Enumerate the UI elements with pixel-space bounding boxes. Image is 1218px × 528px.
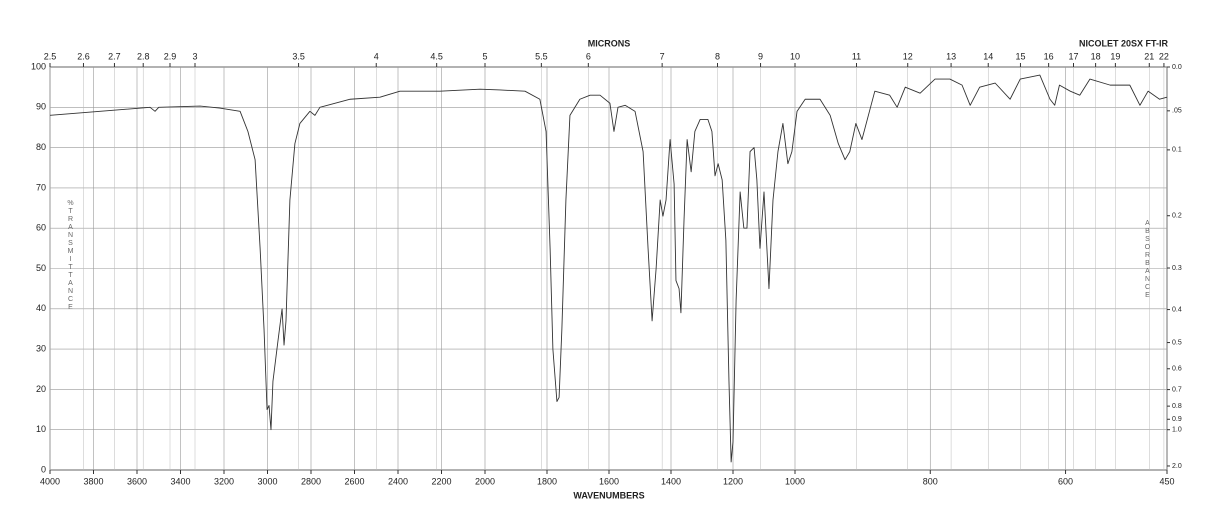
x-tick-label: 2200: [431, 476, 451, 486]
x-tick-label: 1800: [537, 476, 557, 486]
x-tick-label: 1200: [723, 476, 743, 486]
y-tick-label: 100: [31, 61, 46, 71]
x2-tick-label: 2.7: [108, 51, 121, 61]
chart-title: NICOLET 20SX FT-IR: [1079, 38, 1169, 48]
y-tick-label: 70: [36, 182, 46, 192]
x2-tick-label: 11: [852, 51, 861, 61]
x2-tick-label: 4.5: [430, 51, 443, 61]
x2-tick-label: 8: [715, 51, 720, 61]
y2-tick-label: 0.6: [1172, 366, 1182, 373]
x-tick-label: 3200: [214, 476, 234, 486]
spectrum-line: [49, 74, 1168, 463]
x2-tick-label: 5: [482, 51, 487, 61]
x-tick-label: 800: [923, 476, 938, 486]
y2-tick-label: 1.0: [1172, 427, 1182, 434]
x2-tick-label: 5.5: [535, 51, 548, 61]
y-tick-label: 80: [36, 142, 46, 152]
x2-tick-label: 15: [1015, 51, 1025, 61]
x-tick-label: 3600: [127, 476, 147, 486]
x-tick-label: 1400: [661, 476, 681, 486]
x-tick-label: 2800: [301, 476, 321, 486]
y2-tick-label: 0.3: [1172, 265, 1182, 272]
y2-tick-label: 0.2: [1172, 213, 1182, 220]
y2-tick-label: 0.0: [1172, 64, 1182, 71]
x-tick-label: 3000: [257, 476, 277, 486]
y2-tick-label: 0.1: [1172, 147, 1182, 154]
x2-tick-label: 3: [192, 51, 197, 61]
y-tick-label: 90: [36, 102, 46, 112]
x2-tick-label: 17: [1068, 51, 1078, 61]
x2-tick-label: 6: [586, 51, 591, 61]
x2-tick-label: 9: [758, 51, 763, 61]
y-axis-title: %TRANSMITTANCE: [67, 200, 74, 312]
y2-tick-label: 0.8: [1172, 403, 1182, 410]
x2-tick-label: 12: [903, 51, 913, 61]
y-tick-label: 50: [36, 263, 46, 273]
y-tick-label: 20: [36, 384, 46, 394]
x2-tick-label: 19: [1110, 51, 1120, 61]
y2-tick-label: 0.9: [1172, 416, 1182, 423]
x2-tick-label: 13: [946, 51, 956, 61]
x-tick-label: 600: [1058, 476, 1073, 486]
x2-tick-label: 22: [1159, 51, 1169, 61]
x-tick-label: 2400: [388, 476, 408, 486]
y-tick-label: 30: [36, 343, 46, 353]
x2-tick-label: 2.6: [77, 51, 90, 61]
x2-tick-label: 2.5: [44, 51, 57, 61]
x-tick-label: 450: [1159, 476, 1174, 486]
x-tick-label: 2600: [344, 476, 364, 486]
y-tick-label: 40: [36, 303, 46, 313]
x2-tick-label: 4: [374, 51, 379, 61]
x2-tick-label: 16: [1044, 51, 1054, 61]
x-axis-title: WAVENUMBERS: [573, 490, 644, 500]
y2-tick-label: 0.5: [1172, 339, 1182, 346]
x2-tick-label: 10: [790, 51, 800, 61]
x2-tick-label: 2.8: [137, 51, 150, 61]
x2-tick-label: 14: [983, 51, 993, 61]
y2-tick-label: 0.4: [1172, 306, 1182, 313]
y2-axis-title: ABSORBANCE: [1144, 220, 1151, 300]
y2-tick-label: 2.0: [1172, 463, 1182, 470]
y-tick-label: 60: [36, 223, 46, 233]
x-tick-label: 4000: [40, 476, 60, 486]
x2-tick-label: 2.9: [164, 51, 177, 61]
y-tick-label: 10: [36, 424, 46, 434]
x-tick-label: 1600: [599, 476, 619, 486]
x2-tick-label: 7: [660, 51, 665, 61]
y-tick-label: 0: [41, 464, 46, 474]
x-tick-label: 3800: [83, 476, 103, 486]
y2-tick-label: 0.7: [1172, 386, 1182, 393]
x-tick-label: 3400: [170, 476, 190, 486]
x2-tick-label: 21: [1144, 51, 1154, 61]
y2-tick-label: .05: [1172, 108, 1182, 115]
x2-tick-label: 3.5: [292, 51, 305, 61]
x2-tick-label: 18: [1091, 51, 1101, 61]
x-tick-label: 2000: [475, 476, 495, 486]
x-tick-label: 1000: [785, 476, 805, 486]
top-axis-title: MICRONS: [588, 38, 631, 48]
